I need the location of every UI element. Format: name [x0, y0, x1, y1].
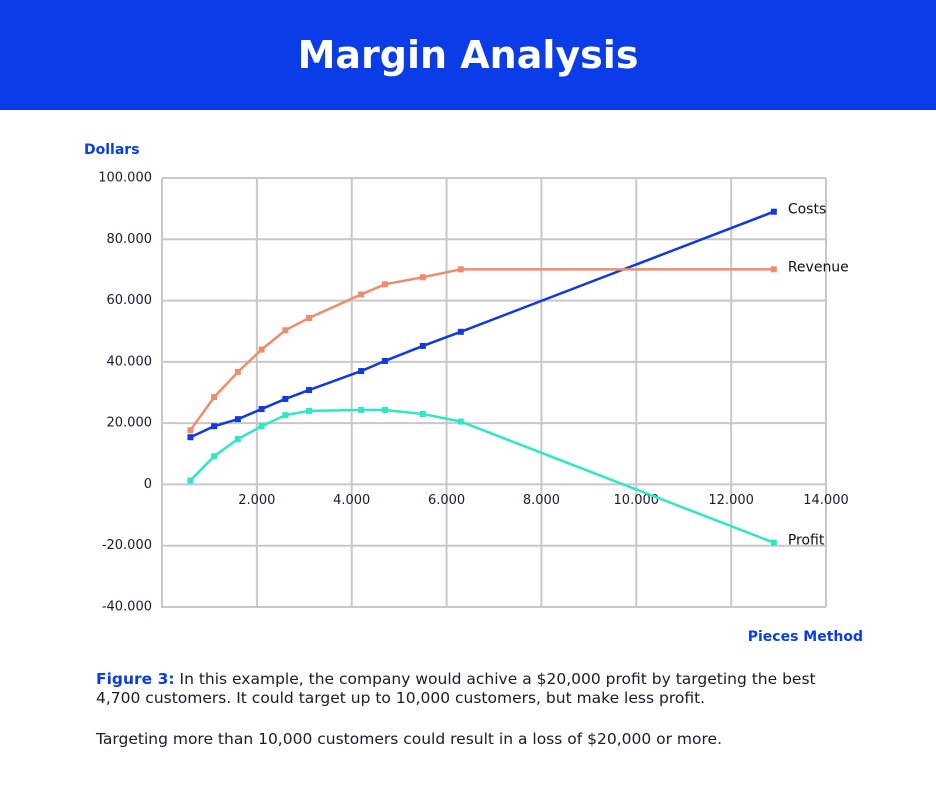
point	[258, 346, 265, 353]
header: Margin Analysis	[0, 0, 936, 110]
x-tick-label: 14.000	[803, 493, 849, 508]
point	[381, 281, 388, 288]
y-tick-label: 0	[144, 477, 152, 492]
point	[187, 477, 194, 484]
point	[457, 418, 464, 425]
x-tick-label: 6.000	[428, 493, 465, 508]
point	[381, 406, 388, 413]
point	[282, 395, 289, 402]
series-line	[189, 268, 774, 431]
point	[234, 368, 241, 375]
caption-text: In this example, the company would achiv…	[96, 670, 816, 707]
y-tick-label: 20.000	[107, 416, 153, 431]
page-title: Margin Analysis	[297, 33, 639, 77]
point	[419, 274, 426, 281]
point	[358, 406, 365, 413]
point	[211, 423, 218, 430]
point	[770, 208, 777, 215]
point	[187, 427, 194, 434]
x-tick-label: 12.000	[708, 493, 754, 508]
legend-label: Costs	[788, 202, 826, 218]
point	[419, 342, 426, 349]
point	[187, 434, 194, 441]
caption: Figure 3: In this example, the company w…	[96, 670, 856, 771]
series-line	[189, 408, 775, 544]
point	[234, 416, 241, 423]
y-tick-label: 60.000	[107, 293, 153, 308]
y-tick-label: -20.000	[102, 538, 152, 553]
x-tick-label: 2.000	[238, 493, 275, 508]
y-tick-label: 80.000	[107, 232, 153, 247]
point	[457, 328, 464, 335]
point	[457, 266, 464, 273]
point	[358, 291, 365, 298]
point	[211, 394, 218, 401]
x-axis-title: Pieces Method	[748, 629, 863, 645]
caption-paragraph: Figure 3: In this example, the company w…	[96, 670, 856, 708]
point	[770, 266, 777, 273]
caption-label: Figure 3:	[96, 670, 175, 688]
y-tick-label: 100.000	[98, 171, 152, 186]
point	[381, 357, 388, 364]
point	[419, 410, 426, 417]
point	[258, 423, 265, 430]
series-line	[189, 210, 775, 439]
point	[306, 407, 313, 414]
y-tick-label: 40.000	[107, 354, 153, 369]
point	[211, 453, 218, 460]
x-tick-label: 10.000	[614, 493, 660, 508]
point	[306, 315, 313, 322]
y-axis-title: Dollars	[84, 142, 140, 158]
point	[770, 539, 777, 546]
point	[258, 406, 265, 413]
point	[358, 368, 365, 375]
chart: Dollars Pieces Method -40.000 -20.000 0 20.…	[84, 142, 863, 645]
legend-label: Revenue	[788, 259, 849, 275]
caption-note: Targeting more than 10,000 customers cou…	[96, 730, 723, 748]
legend-label: Profit	[788, 533, 825, 549]
y-tick-label: -40.000	[102, 600, 152, 615]
point	[282, 412, 289, 419]
point	[306, 387, 313, 394]
x-tick-label: 8.000	[523, 493, 560, 508]
point	[234, 436, 241, 443]
x-tick-label: 4.000	[333, 493, 370, 508]
point	[282, 327, 289, 334]
